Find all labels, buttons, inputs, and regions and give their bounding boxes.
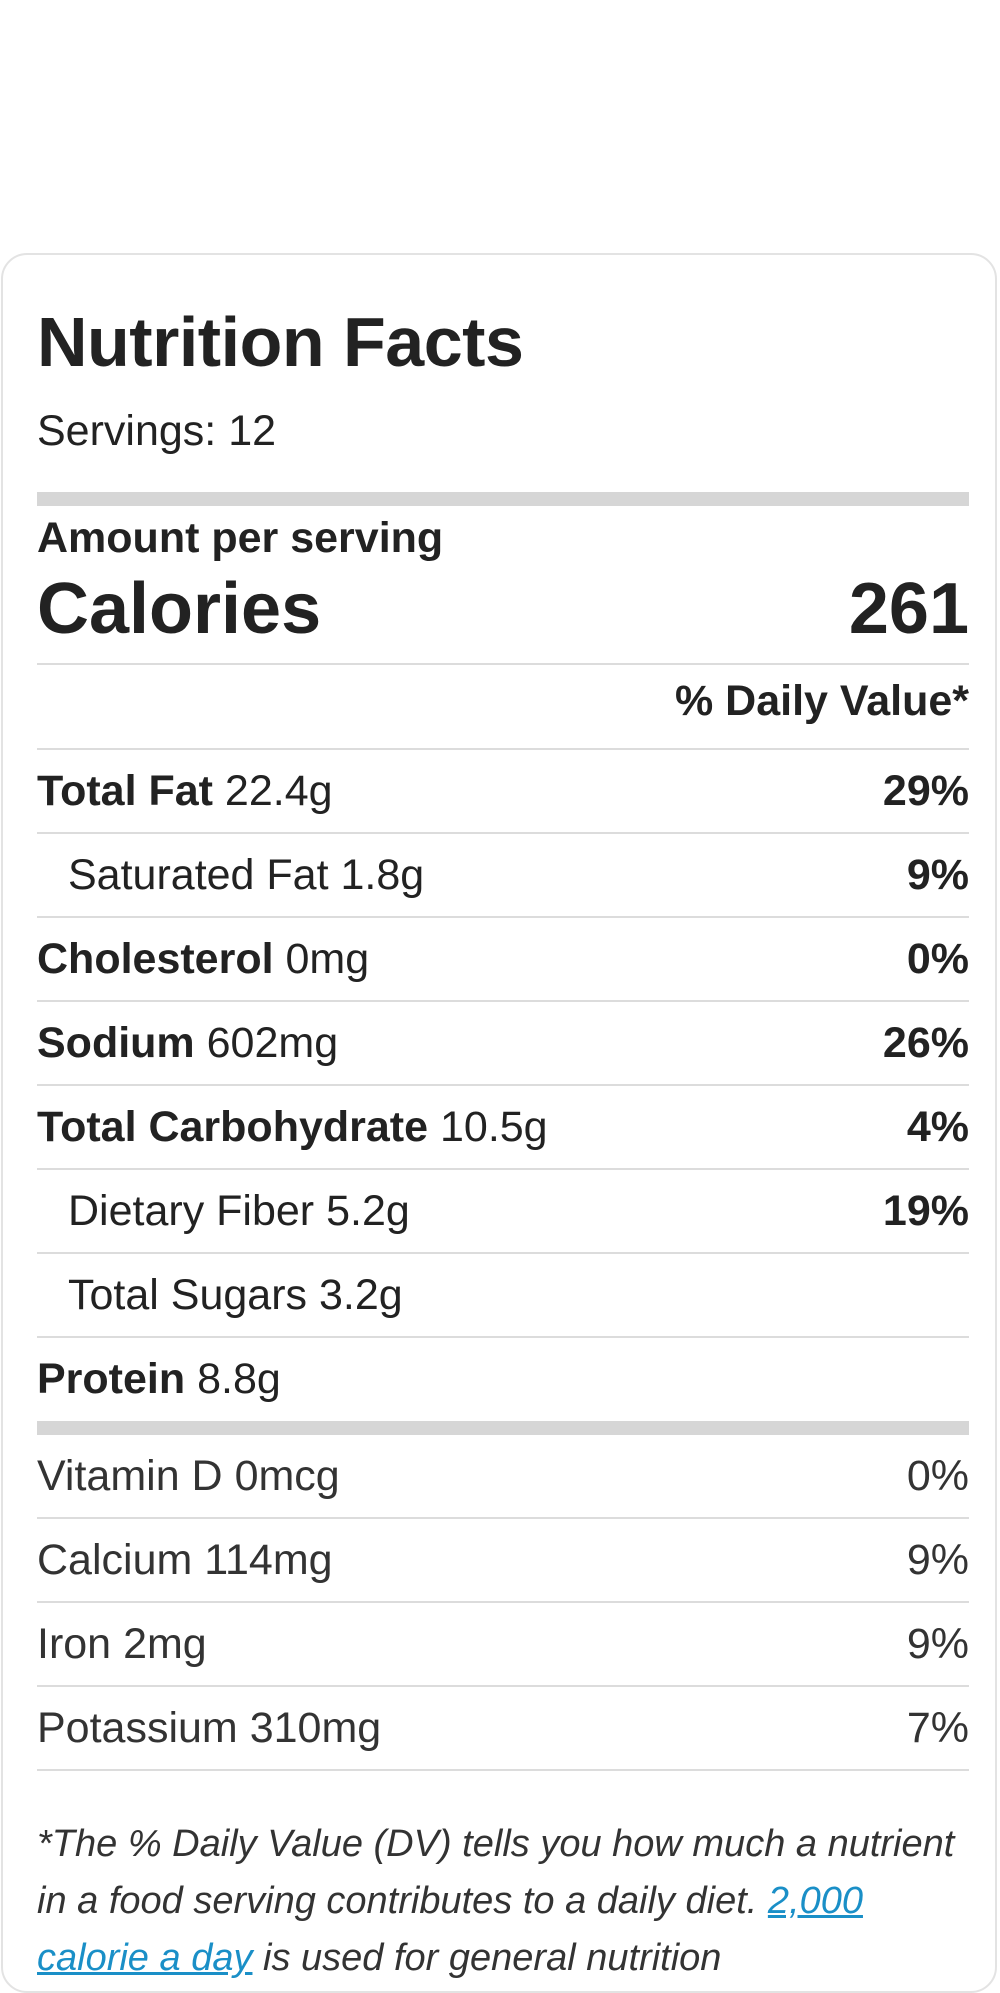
vitamin-percent: 9% (906, 1536, 969, 1584)
nutrient-name: Cholesterol (37, 935, 274, 983)
nutrient-percent: 9% (906, 851, 969, 899)
nutrition-title: Nutrition Facts (37, 303, 524, 381)
nutrient-name: Saturated Fat (68, 851, 329, 899)
vitamins-divider-bar (37, 1421, 969, 1435)
calories-divider (37, 663, 969, 665)
row-divider (37, 1000, 969, 1002)
nutrient-name: Total Sugars (68, 1271, 308, 1319)
nutrient-row-total-fat: Total Fat 22.4g 29% (37, 750, 969, 834)
nutrient-percent: 19% (882, 1187, 969, 1235)
nutrient-label: Total Carbohydrate 10.5g (37, 1106, 548, 1149)
nutrient-name: Total Fat (37, 767, 213, 815)
nutrient-percent: 0% (906, 935, 969, 983)
vitamin-label: Iron 2mg (37, 1623, 207, 1666)
nutrient-label: Dietary Fiber 5.2g (68, 1190, 410, 1233)
nutrition-label-card: Nutrition Facts Servings: 12 Amount per … (1, 253, 997, 1993)
vitamin-name: Calcium (37, 1536, 193, 1584)
row-divider (37, 1601, 969, 1603)
nutrient-name: Protein (37, 1355, 186, 1403)
nutrient-amount: 22.4g (224, 767, 333, 815)
nutrient-row-cholesterol: Cholesterol 0mg 0% (37, 918, 969, 1002)
nutrient-label: Sodium 602mg (37, 1022, 338, 1065)
vitamin-amount: 114mg (204, 1536, 333, 1584)
row-divider (37, 832, 969, 834)
vitamin-amount: 310mg (249, 1704, 382, 1752)
vitamin-name: Potassium (37, 1704, 238, 1752)
nutrient-row-total-carbohydrate: Total Carbohydrate 10.5g 4% (37, 1086, 969, 1170)
vitamin-percent: 9% (906, 1620, 969, 1668)
row-divider (37, 1168, 969, 1170)
row-divider (37, 1084, 969, 1086)
vitamin-name: Iron (37, 1620, 112, 1668)
nutrient-name: Total Carbohydrate (37, 1103, 429, 1151)
daily-value-footnote: *The % Daily Value (DV) tells you how mu… (37, 1816, 969, 1987)
amount-per-serving-label: Amount per serving (37, 514, 444, 562)
vitamin-row-calcium: Calcium 114mg 9% (37, 1519, 969, 1603)
nutrient-label: Cholesterol 0mg (37, 938, 369, 981)
nutrient-percent: 4% (906, 1103, 969, 1151)
nutrient-label: Protein 8.8g (37, 1358, 281, 1401)
daily-value-header: % Daily Value* (675, 677, 969, 725)
nutrient-name: Dietary Fiber (68, 1187, 315, 1235)
nutrient-label: Total Fat 22.4g (37, 770, 333, 813)
calories-value: 261 (848, 569, 969, 649)
row-divider (37, 1336, 969, 1338)
vitamin-percent: 0% (906, 1452, 969, 1500)
row-divider (37, 916, 969, 918)
vitamin-name: Vitamin D (37, 1452, 223, 1500)
calories-label: Calories (37, 569, 322, 649)
nutrient-amount: 602mg (206, 1019, 339, 1067)
row-divider (37, 1685, 969, 1687)
vitamin-amount: 0mcg (234, 1452, 340, 1500)
vitamin-label: Vitamin D 0mcg (37, 1455, 340, 1498)
nutrient-amount: 0mg (285, 935, 370, 983)
servings-count: Servings: 12 (37, 407, 277, 455)
nutrient-percent: 29% (882, 767, 969, 815)
vitamin-row-potassium: Potassium 310mg 7% (37, 1687, 969, 1771)
calories-row: Calories 261 (37, 573, 969, 653)
daily-value-divider (37, 748, 969, 750)
nutrient-amount: 10.5g (439, 1103, 548, 1151)
nutrient-amount: 3.2g (318, 1271, 403, 1319)
nutrient-amount: 8.8g (197, 1355, 281, 1403)
row-divider (37, 1252, 969, 1254)
vitamin-row-vitamin-d: Vitamin D 0mcg 0% (37, 1435, 969, 1519)
nutrient-label: Total Sugars 3.2g (68, 1274, 403, 1317)
nutrient-name: Sodium (37, 1019, 195, 1067)
vitamin-row-iron: Iron 2mg 9% (37, 1603, 969, 1687)
nutrient-row-protein: Protein 8.8g (37, 1338, 969, 1422)
nutrient-row-total-sugars: Total Sugars 3.2g (37, 1254, 969, 1338)
vitamin-label: Potassium 310mg (37, 1707, 381, 1750)
top-divider-bar (37, 492, 969, 506)
vitamin-amount: 2mg (123, 1620, 207, 1668)
nutrient-row-dietary-fiber: Dietary Fiber 5.2g 19% (37, 1170, 969, 1254)
vitamin-label: Calcium 114mg (37, 1539, 333, 1582)
nutrient-row-sodium: Sodium 602mg 26% (37, 1002, 969, 1086)
nutrient-percent: 26% (882, 1019, 969, 1067)
nutrient-amount: 1.8g (340, 851, 425, 899)
nutrient-label: Saturated Fat 1.8g (68, 854, 424, 897)
vitamin-percent: 7% (906, 1704, 969, 1752)
row-divider (37, 1769, 969, 1771)
row-divider (37, 1517, 969, 1519)
nutrient-row-saturated-fat: Saturated Fat 1.8g 9% (37, 834, 969, 918)
nutrient-amount: 5.2g (326, 1187, 410, 1235)
footnote-text: *The % Daily Value (DV) tells you how mu… (37, 1823, 955, 1922)
footnote-continuation: is used for general nutrition (263, 1937, 722, 1979)
